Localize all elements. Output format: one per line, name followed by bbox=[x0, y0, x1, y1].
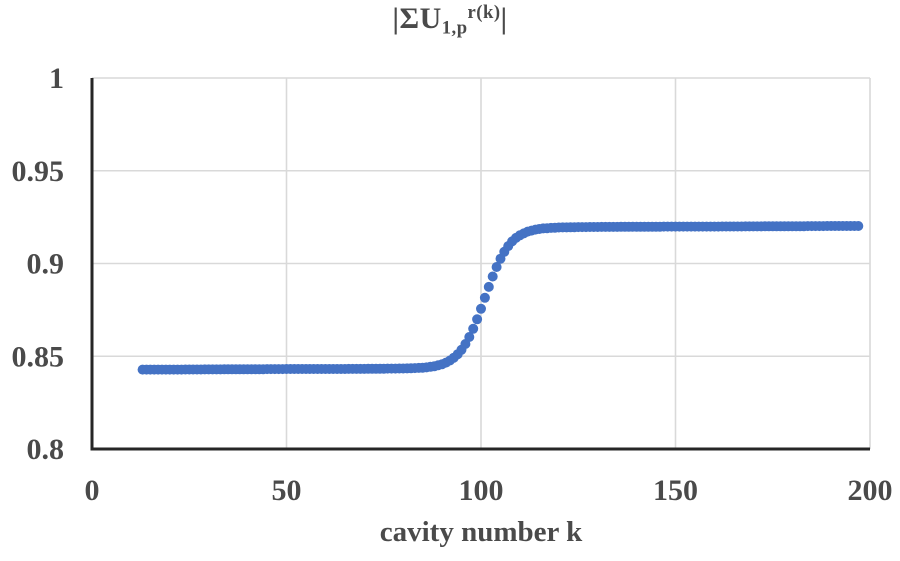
y-tick-label: 0.8 bbox=[27, 433, 65, 466]
x-tick-label: 150 bbox=[653, 474, 698, 507]
x-axis-title: cavity number k bbox=[379, 516, 583, 548]
data-point bbox=[464, 332, 475, 342]
data-point bbox=[491, 262, 502, 272]
title-subscript: 1,p bbox=[441, 17, 468, 39]
x-tick-label: 200 bbox=[848, 474, 893, 507]
x-tick-label: 0 bbox=[85, 474, 100, 507]
title-superscript: r(k) bbox=[467, 1, 501, 23]
title-prefix: |ΣU bbox=[392, 2, 442, 35]
data-point bbox=[472, 314, 483, 325]
y-tick-label: 0.85 bbox=[12, 340, 65, 373]
y-tick-label: 0.9 bbox=[27, 248, 65, 281]
x-tick-label: 100 bbox=[459, 474, 504, 507]
data-point bbox=[487, 271, 498, 282]
chart-title: |ΣU1,pr(k)| bbox=[0, 1, 900, 39]
data-point bbox=[483, 281, 494, 292]
y-tick-label: 0.95 bbox=[12, 155, 65, 188]
y-tick-label: 1 bbox=[49, 62, 64, 95]
data-point bbox=[853, 221, 864, 231]
data-point bbox=[476, 303, 486, 314]
data-point bbox=[479, 292, 490, 303]
title-suffix: | bbox=[500, 2, 508, 35]
x-tick-label: 50 bbox=[272, 474, 302, 507]
data-point bbox=[468, 323, 479, 334]
